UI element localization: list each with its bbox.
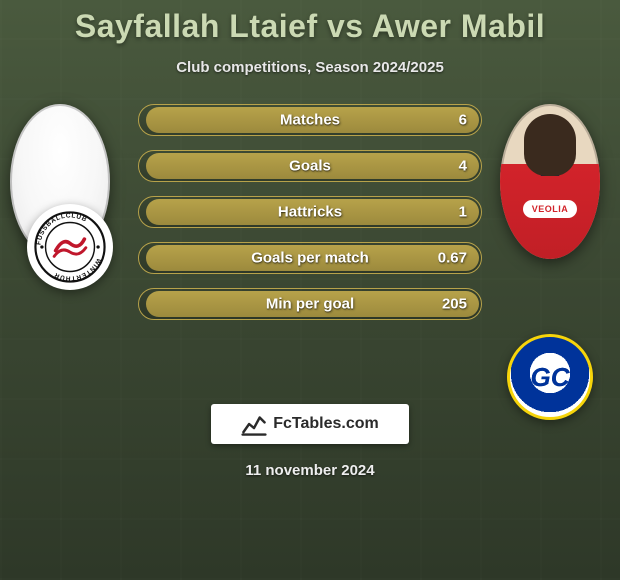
stat-bar: Matches 6: [138, 104, 482, 136]
branding-text: FcTables.com: [273, 415, 379, 433]
stat-value-right: 6: [459, 112, 467, 129]
stat-label: Min per goal: [266, 296, 354, 313]
branding-badge[interactable]: FcTables.com: [211, 404, 409, 444]
page-title: Sayfallah Ltaief vs Awer Mabil: [0, 0, 620, 45]
main-content: Sayfallah Ltaief vs Awer Mabil Club comp…: [0, 0, 620, 479]
player-right-sponsor: VEOLIA: [523, 200, 577, 218]
stat-bar: Goals 4: [138, 150, 482, 182]
subtitle: Club competitions, Season 2024/2025: [0, 59, 620, 76]
comparison-arena: FUSSBALLCLUB WINTERTHUR VEOLIA GC Matche…: [0, 104, 620, 344]
date-label: 11 november 2024: [0, 462, 620, 479]
winterthur-crest-icon: FUSSBALLCLUB WINTERTHUR: [34, 211, 106, 283]
stat-value-right: 1: [459, 204, 467, 221]
stat-bar: Goals per match 0.67: [138, 242, 482, 274]
stat-value-right: 205: [442, 296, 467, 313]
grasshopper-monogram: GC: [531, 362, 570, 393]
stat-label: Goals per match: [251, 250, 369, 267]
fctables-logo-icon: [241, 411, 267, 437]
player-right-head: [524, 114, 576, 176]
stat-value-right: 0.67: [438, 250, 467, 267]
stat-label: Hattricks: [278, 204, 342, 221]
stat-label: Matches: [280, 112, 340, 129]
club-right-logo: GC: [507, 334, 593, 420]
stat-label: Goals: [289, 158, 331, 175]
stat-bar: Min per goal 205: [138, 288, 482, 320]
player-right-photo: VEOLIA: [500, 104, 600, 259]
stat-value-right: 4: [459, 158, 467, 175]
stat-bars: Matches 6 Goals 4 Hattricks 1 Goals per match 0…: [138, 104, 482, 320]
club-left-logo: FUSSBALLCLUB WINTERTHUR: [27, 204, 113, 290]
stat-bar: Hattricks 1: [138, 196, 482, 228]
